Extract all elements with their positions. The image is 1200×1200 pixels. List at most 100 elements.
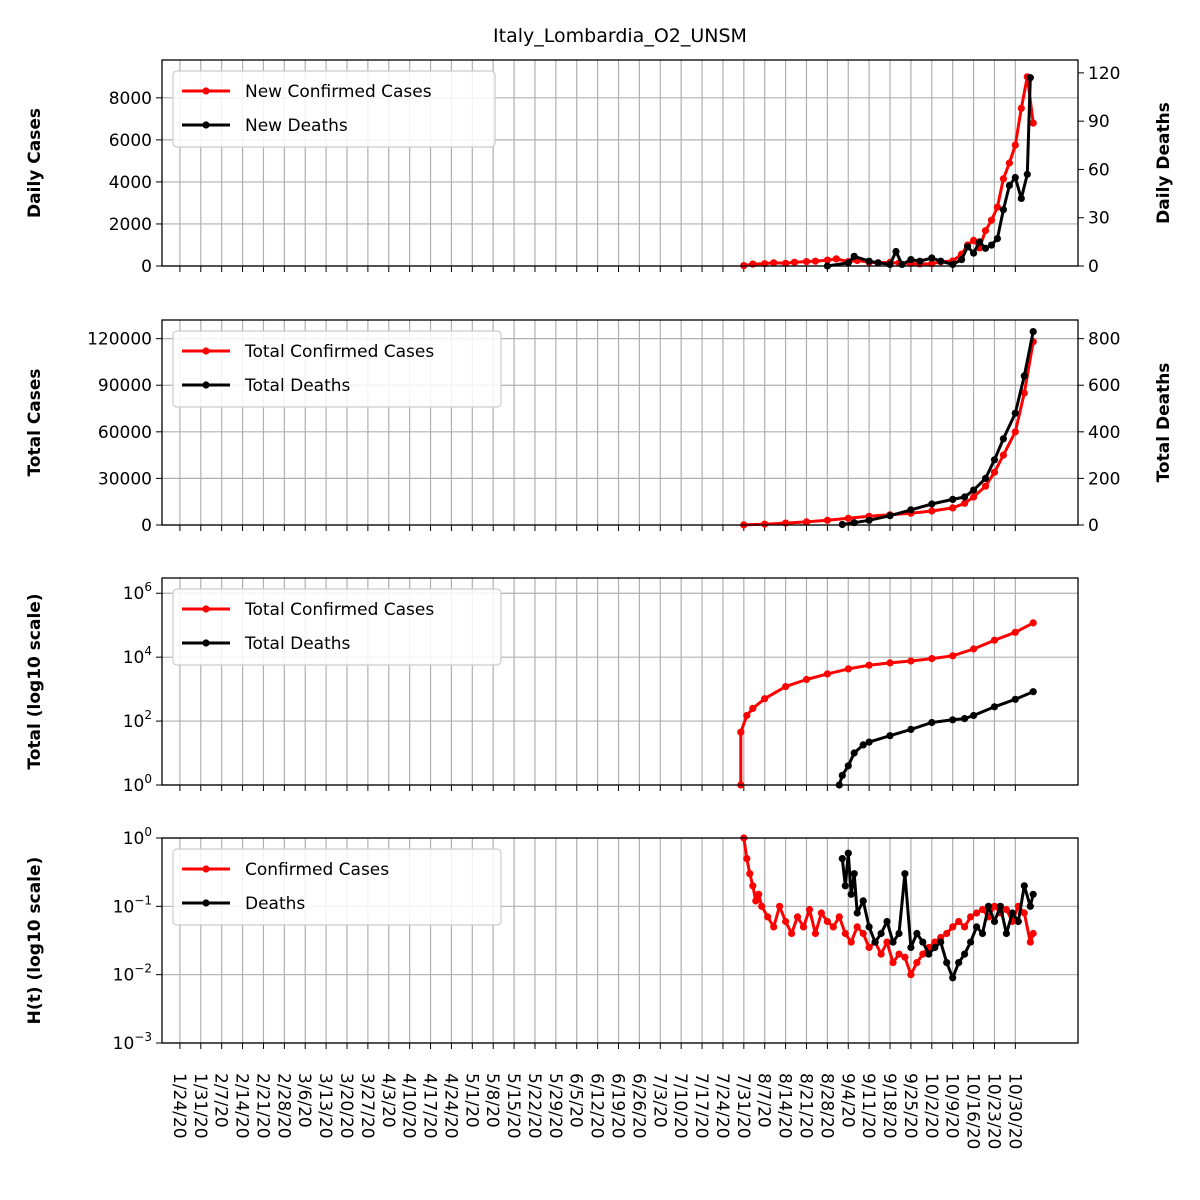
data-point (832, 255, 840, 263)
y2-tick-label: 90 (1088, 112, 1110, 132)
data-point (889, 959, 897, 967)
data-point (850, 870, 858, 878)
data-point (978, 905, 987, 914)
data-point (770, 259, 778, 267)
x-tick-label: 7/17/20 (691, 1073, 711, 1139)
x-tick-label: 3/6/20 (294, 1073, 314, 1128)
y-tick-label: 90000 (98, 376, 152, 396)
chart-title: Italy_Lombardia_O2_UNSM (493, 25, 747, 47)
data-point (987, 241, 996, 249)
data-point (990, 456, 999, 464)
y2-tick-label: 30 (1088, 209, 1110, 229)
y-axis-title: H(t) (log10 scale) (25, 857, 45, 1025)
data-point (847, 938, 855, 946)
data-point (877, 929, 885, 938)
x-tick-label: 2/21/20 (252, 1073, 272, 1139)
data-point (970, 645, 978, 653)
data-point (925, 950, 933, 958)
data-point (961, 493, 969, 501)
data-point (928, 507, 936, 515)
data-point (886, 732, 894, 740)
data-point (990, 902, 999, 910)
data-point (838, 771, 846, 780)
x-tick-label: 3/27/20 (357, 1073, 377, 1139)
data-point (970, 493, 978, 501)
data-point (850, 252, 858, 260)
x-tick-label: 2/7/20 (211, 1073, 231, 1128)
data-point (901, 870, 909, 878)
legend: Confirmed Cases Deaths (172, 848, 502, 926)
y-tick-label: 10−3 (113, 1030, 152, 1054)
data-point (743, 711, 751, 720)
x-tick-label: 10/30/20 (1004, 1073, 1024, 1149)
data-point (865, 943, 873, 952)
x-tick-label: 7/10/20 (670, 1073, 690, 1139)
data-point (973, 923, 981, 931)
x-tick-label: 6/5/20 (566, 1073, 586, 1128)
y-axis-title: Daily Cases (25, 108, 45, 218)
y-tick-label: 102 (123, 708, 152, 732)
legend-label: Total Deaths (244, 634, 351, 654)
data-point (990, 917, 999, 926)
data-point (865, 516, 873, 524)
data-point (981, 244, 990, 252)
data-point (981, 474, 990, 482)
data-point (1011, 428, 1019, 436)
data-point (943, 929, 951, 938)
data-point (886, 659, 894, 667)
data-point (829, 923, 837, 931)
x-tick-label: 10/16/20 (963, 1073, 983, 1149)
data-point (853, 923, 861, 931)
data-point (841, 882, 849, 890)
x-tick-label: 5/8/20 (482, 1073, 502, 1128)
legend-label: Deaths (245, 894, 305, 914)
data-point (919, 950, 927, 958)
x-tick-label: 8/21/20 (796, 1073, 816, 1139)
data-point (865, 661, 873, 669)
x-tick-label: 4/24/20 (440, 1073, 460, 1139)
data-point (907, 657, 915, 665)
y2-tick-label: 0 (1088, 257, 1099, 277)
data-point (752, 897, 760, 905)
y2-axis-title: Total Deaths (1154, 363, 1174, 483)
data-point (1017, 194, 1025, 202)
data-point (975, 238, 984, 246)
data-point (984, 902, 993, 910)
data-point (799, 923, 808, 931)
y-tick-label: 100 (123, 825, 152, 849)
data-point (970, 711, 978, 720)
data-point (790, 258, 799, 266)
data-point (844, 665, 852, 673)
data-point (949, 504, 957, 512)
y2-axis-title: Daily Deaths (1154, 102, 1174, 224)
data-point (1017, 104, 1025, 112)
data-point (907, 971, 915, 979)
data-point (907, 725, 915, 734)
data-point (1002, 929, 1011, 938)
y2-tick-label: 120 (1088, 64, 1120, 84)
data-point (1014, 917, 1022, 926)
data-point (761, 520, 769, 528)
data-point (749, 882, 757, 890)
data-point (993, 235, 1002, 243)
y-tick-label: 104 (123, 644, 152, 668)
x-tick-label: 10/23/20 (984, 1073, 1004, 1149)
data-point (844, 762, 852, 770)
data-point (850, 749, 858, 757)
data-point (993, 203, 1002, 211)
data-point (859, 741, 867, 749)
data-point (1020, 909, 1028, 917)
data-point (1011, 409, 1019, 417)
data-point (886, 512, 894, 520)
data-point (841, 929, 849, 938)
x-tick-label: 4/17/20 (420, 1073, 440, 1139)
data-point (755, 890, 763, 898)
plot-frame (161, 319, 1079, 526)
data-point (955, 917, 963, 926)
data-point (805, 905, 814, 914)
data-point (883, 938, 891, 946)
y2-tick-label: 200 (1088, 469, 1120, 489)
data-point (949, 974, 957, 982)
legend-marker (202, 87, 210, 95)
data-point (1005, 159, 1014, 167)
